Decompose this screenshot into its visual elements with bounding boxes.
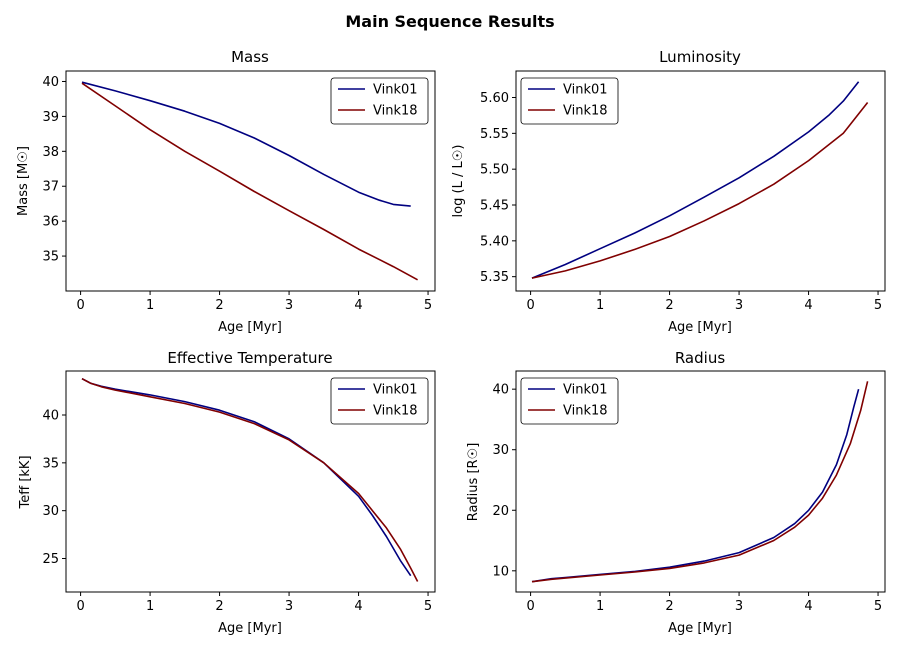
x-tick-label: 4 [354, 298, 362, 313]
x-axis-label: Age [Myr] [218, 320, 282, 335]
y-tick-label: 38 [42, 145, 59, 160]
y-tick-label: 40 [42, 75, 59, 90]
panel-title: Effective Temperature [167, 349, 332, 367]
x-axis-label: Age [Myr] [668, 621, 732, 636]
panel-title: Mass [231, 48, 269, 66]
x-tick-label: 3 [285, 298, 293, 313]
y-tick-label: 20 [492, 504, 509, 519]
panel-luminosity: Luminosity Age [Myr] log (L / L☉) 0 1 2 3 4 5… [451, 48, 886, 335]
series-line-vink18 [81, 82, 418, 281]
legend-label-vink18: Vink18 [563, 404, 608, 419]
legend-label-vink01: Vink01 [373, 383, 418, 398]
y-tick-label: 40 [42, 409, 59, 424]
y-tick-label: 36 [42, 215, 59, 230]
plot-frame [515, 370, 886, 593]
y-tick-label: 35 [42, 456, 59, 471]
x-tick-label: 5 [424, 298, 432, 313]
legend: Vink01 Vink18 [520, 377, 619, 425]
x-tick-label: 1 [596, 599, 604, 614]
x-tick-label: 5 [874, 298, 882, 313]
x-tick-label: 3 [735, 298, 743, 313]
legend-label-vink01: Vink01 [563, 383, 608, 398]
y-tick-label: 40 [492, 383, 509, 398]
panel-radius: Radius Age [Myr] Radius [R☉] 0 1 2 3 4 5 10 20 3… [466, 349, 886, 636]
y-tick-label: 10 [492, 564, 509, 579]
panel-teff: Effective Temperature Age [Myr] Teff [kK… [18, 349, 436, 636]
legend-label-vink18: Vink18 [563, 104, 608, 119]
x-tick-label: 1 [146, 298, 154, 313]
panel-title: Radius [675, 349, 725, 367]
y-tick-label: 5.35 [480, 270, 509, 285]
y-tick-label: 39 [42, 110, 59, 125]
y-axis-label: Teff [kK] [18, 455, 33, 509]
x-axis-label: Age [Myr] [218, 621, 282, 636]
x-tick-label: 5 [424, 599, 432, 614]
x-axis-label: Age [Myr] [668, 320, 732, 335]
y-axis-label: Mass [M☉] [16, 146, 31, 216]
x-tick-label: 4 [354, 599, 362, 614]
y-axis-label: Radius [R☉] [466, 443, 481, 522]
x-tick-label: 0 [76, 599, 84, 614]
x-tick-label: 1 [146, 599, 154, 614]
y-tick-label: 5.50 [480, 163, 509, 178]
x-tick-label: 4 [804, 298, 812, 313]
legend-label-vink18: Vink18 [373, 404, 418, 419]
x-tick-label: 0 [526, 599, 534, 614]
x-tick-label: 0 [526, 298, 534, 313]
x-tick-label: 2 [665, 599, 673, 614]
legend: Vink01 Vink18 [330, 377, 429, 425]
x-tick-label: 2 [215, 599, 223, 614]
y-tick-label: 5.45 [480, 199, 509, 214]
x-tick-label: 4 [804, 599, 812, 614]
x-tick-label: 0 [76, 298, 84, 313]
x-tick-label: 2 [215, 298, 223, 313]
legend-label-vink01: Vink01 [563, 83, 608, 98]
y-tick-label: 25 [42, 552, 59, 567]
y-axis-label: log (L / L☉) [451, 145, 466, 218]
series-line-vink01 [81, 81, 411, 207]
x-tick-label: 3 [735, 599, 743, 614]
series-line-vink18 [81, 377, 419, 582]
x-tick-label: 2 [665, 298, 673, 313]
y-tick-label: 5.40 [480, 234, 509, 249]
legend: Vink01 Vink18 [520, 77, 619, 125]
plot-frame [515, 70, 886, 292]
y-tick-label: 5.55 [480, 127, 509, 142]
y-tick-label: 5.60 [480, 91, 509, 106]
legend-label-vink01: Vink01 [373, 83, 418, 98]
y-tick-label: 30 [492, 443, 509, 458]
plot-frame [65, 370, 436, 593]
x-tick-label: 3 [285, 599, 293, 614]
figure-title: Main Sequence Results [345, 12, 554, 31]
x-tick-label: 1 [596, 298, 604, 313]
y-tick-label: 30 [42, 504, 59, 519]
panel-title: Luminosity [659, 48, 741, 66]
series-line-vink18 [531, 381, 869, 583]
y-tick-label: 37 [42, 180, 59, 195]
series-line-vink18 [531, 102, 869, 279]
legend: Vink01 Vink18 [330, 77, 429, 125]
legend-label-vink18: Vink18 [373, 104, 418, 119]
y-tick-label: 35 [42, 250, 59, 265]
plot-frame [65, 70, 436, 292]
panel-mass: Mass Age [Myr] Mass [M☉] 0 1 2 3 4 5 35 36 37 38 3… [16, 48, 436, 335]
x-tick-label: 5 [874, 599, 882, 614]
series-line-vink01 [531, 81, 860, 279]
